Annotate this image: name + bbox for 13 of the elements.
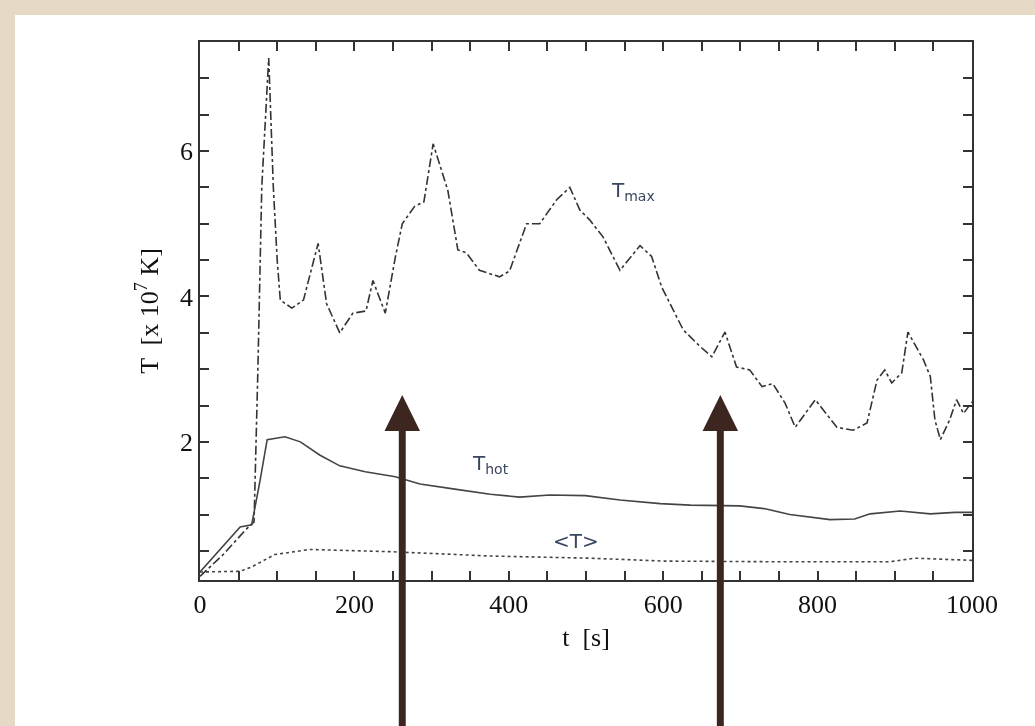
x-tick-label: 800 <box>798 589 838 619</box>
series-label: T$_{max}$ <box>611 178 655 205</box>
y-tick-label: 2 <box>180 427 194 457</box>
x-tick-label: 1000 <box>946 589 998 619</box>
x-axis-title: t [s] <box>562 623 610 653</box>
x-tick-label: 400 <box>489 589 529 619</box>
x-tick-label: 0 <box>193 589 207 619</box>
x-tick-label: 200 <box>334 589 374 619</box>
y-tick-label: 6 <box>180 137 194 167</box>
y-tick-label: 4 <box>180 282 194 312</box>
series-label: T$_{hot}$ <box>472 451 509 478</box>
x-tick-label: 600 <box>643 589 683 619</box>
series-label: <T> <box>553 529 599 553</box>
